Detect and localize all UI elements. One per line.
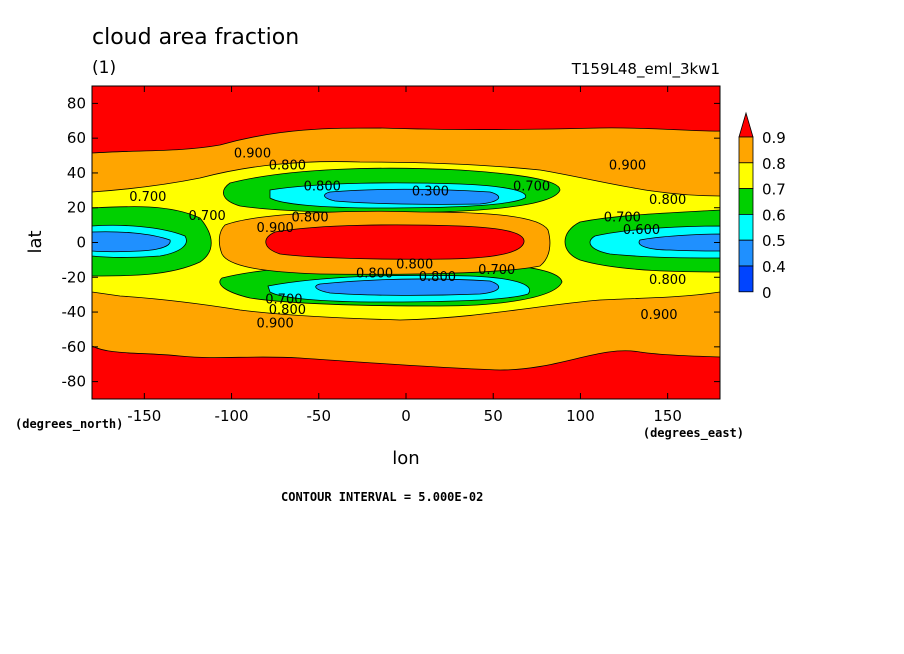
contour-label: 0.800 (396, 258, 433, 273)
colorbar-label: 0 (762, 284, 772, 302)
colorbar-arrow (738, 111, 754, 138)
colorbar-label: 0.5 (762, 232, 786, 250)
x-tick-label: -150 (127, 407, 161, 425)
field-core-east-deep (638, 233, 720, 252)
contour-label: 0.600 (623, 223, 660, 238)
y-tick-label: 80 (67, 94, 86, 112)
contour-label: 0.800 (269, 303, 306, 318)
field-core-south-deep (315, 278, 500, 296)
contour-label: 0.700 (604, 211, 641, 226)
contour-label: 0.800 (356, 266, 393, 281)
y-tick-label: 40 (67, 164, 86, 182)
contour-label: 0.800 (649, 273, 686, 288)
contour-label: 0.900 (257, 221, 294, 236)
x-tick-label: 0 (401, 407, 411, 425)
contour-label: 0.800 (291, 211, 328, 226)
contour-interval-note: CONTOUR INTERVAL = 5.000E-02 (281, 490, 483, 504)
y-tick-label: -20 (62, 268, 87, 286)
contour-label: 0.700 (513, 179, 550, 194)
y-axis-label: lat (25, 230, 46, 253)
field-equator-red (265, 224, 525, 260)
colorbar-swatch (738, 213, 754, 241)
y-axis-ticks: 80 60 40 20 0 -20 -40 -60 -80 (62, 94, 720, 391)
colorbar-label: 0.7 (762, 181, 786, 199)
x-tick-label: 50 (484, 407, 503, 425)
colorbar-label: 0.6 (762, 206, 786, 224)
contour-label: 0.800 (269, 158, 306, 173)
colorbar-swatch (738, 162, 754, 190)
contour-label: 0.700 (129, 190, 166, 205)
field-core-north-deep (324, 188, 500, 205)
y-axis-units: (degrees_north) (15, 417, 123, 432)
field-core-west-deep (92, 231, 171, 253)
y-tick-label: -80 (62, 373, 87, 391)
colorbar: 0.9 0.8 0.7 0.6 0.5 0.4 0 (738, 111, 786, 302)
x-axis-units: (degrees_east) (643, 426, 744, 441)
y-tick-label: -40 (62, 303, 87, 321)
x-tick-label: 150 (653, 407, 682, 425)
colorbar-label: 0.4 (762, 258, 786, 276)
y-tick-label: 0 (76, 234, 86, 252)
y-tick-label: 60 (67, 129, 86, 147)
colorbar-swatch (738, 188, 754, 215)
contour-label: 0.800 (649, 193, 686, 208)
chart-subtitle: (1) (92, 58, 116, 78)
colorbar-swatch (738, 239, 754, 267)
contour-label: 0.900 (640, 308, 677, 323)
run-label: T159L48_eml_3kw1 (571, 60, 720, 79)
colorbar-swatch (738, 136, 754, 164)
chart-title: cloud area fraction (92, 25, 299, 50)
contour-label: 0.700 (265, 292, 302, 307)
contour-label: 0.800 (304, 179, 341, 194)
x-axis-label: lon (392, 448, 419, 469)
colorbar-label: 0.9 (762, 129, 786, 147)
x-axis-ticks: -150 -100 -50 0 50 100 150 (127, 86, 682, 425)
y-tick-label: 20 (67, 199, 86, 217)
contour-label: 0.800 (419, 270, 456, 285)
x-tick-label: 100 (566, 407, 595, 425)
y-tick-label: -60 (62, 338, 87, 356)
colorbar-label: 0.8 (762, 155, 786, 173)
contour-label: 0.300 (412, 185, 449, 200)
colorbar-swatch (738, 265, 754, 293)
x-tick-label: -100 (215, 407, 249, 425)
contour-field (92, 86, 720, 399)
contour-label: 0.900 (257, 317, 294, 332)
contour-label: 0.900 (609, 158, 646, 173)
contour-label: 0.700 (478, 263, 515, 278)
contour-label: 0.900 (234, 146, 271, 161)
x-tick-label: -50 (307, 407, 332, 425)
contour-label: 0.700 (189, 209, 226, 224)
